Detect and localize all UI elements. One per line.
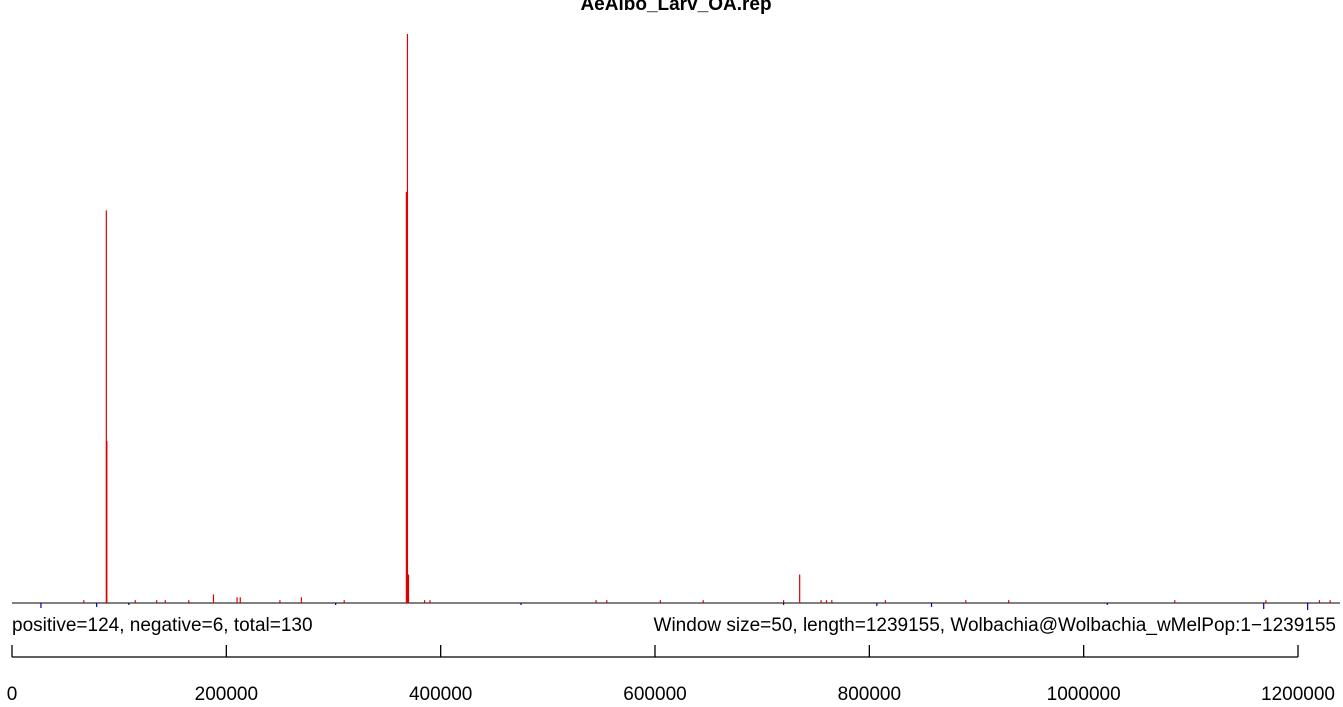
positive-strand-bars [84,34,1330,603]
chart-title: AeAlbo_Larv_OA.rep [580,0,771,15]
x-tick-label-3: 600000 [623,684,686,705]
summary-right: Window size=50, length=1239155, Wolbachi… [654,615,1336,636]
x-tick-label-2: 400000 [409,684,472,705]
x-tick-label-4: 800000 [838,684,901,705]
negative-strand-bars [41,603,1308,610]
summary-left: positive=124, negative=6, total=130 [12,615,313,636]
x-tick-label-1: 200000 [195,684,258,705]
x-tick-label-6: 1200000 [1261,684,1335,705]
x-tick-label-0: 0 [7,684,18,705]
x-axis: 0 200000 400000 600000 800000 1000000 1200000 [7,645,1335,705]
x-tick-label-5: 1000000 [1047,684,1121,705]
